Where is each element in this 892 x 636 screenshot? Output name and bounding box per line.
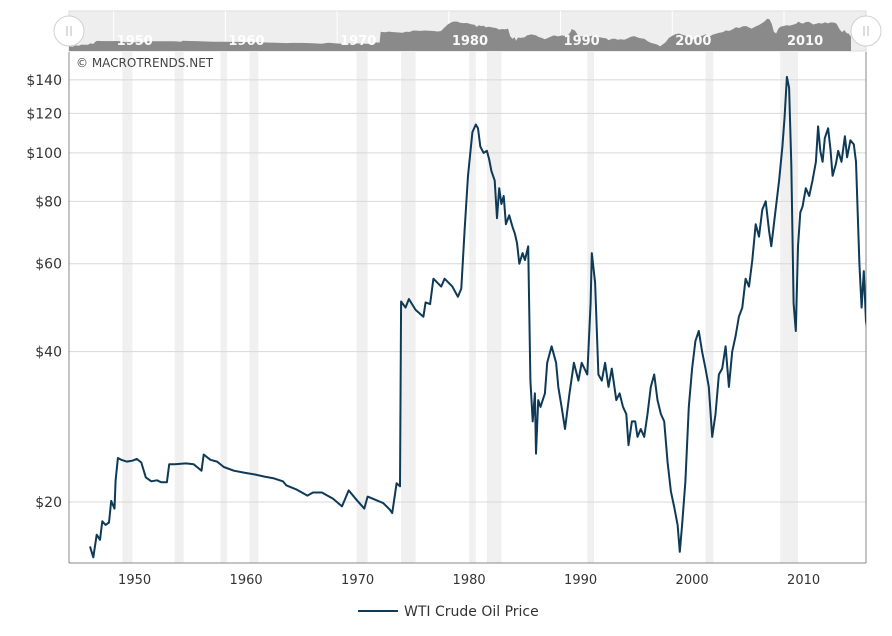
y-tick-label: $140 [26, 73, 62, 89]
recession-band [486, 52, 502, 563]
x-tick-label: 2010 [787, 573, 820, 588]
x-tick-label: 1970 [341, 573, 374, 588]
recession-band [780, 52, 799, 563]
drag-handle-icon [863, 26, 869, 36]
navigator-label: 2000 [675, 34, 711, 49]
navigator-label: 1960 [228, 34, 264, 49]
recession-band [174, 52, 184, 563]
y-tick-label: $120 [26, 106, 62, 122]
navigator-label: 1990 [564, 34, 600, 49]
recession-bands [122, 52, 799, 563]
drag-handle-icon [66, 26, 72, 36]
x-tick-label: 1990 [564, 573, 597, 588]
recession-band [122, 52, 133, 563]
recession-band [469, 52, 476, 563]
navigator-label: 1980 [452, 34, 488, 49]
x-tick-label: 1960 [230, 573, 263, 588]
navigator-left-handle[interactable] [53, 15, 85, 47]
price-series-line[interactable] [89, 75, 871, 559]
x-axis-ticks: 1950 1960 1970 1980 1990 2000 2010 [118, 573, 820, 588]
recession-band [249, 52, 259, 563]
legend-label: WTI Crude Oil Price [404, 604, 539, 620]
y-tick-label: $20 [35, 495, 62, 511]
credit-label: © MACROTRENDS.NET [76, 56, 214, 70]
navigator[interactable]: 1950 1960 1970 1980 1990 2000 2010 [68, 10, 867, 52]
navigator-right-handle[interactable] [850, 15, 882, 47]
y-tick-label: $40 [35, 345, 62, 361]
recession-band [356, 52, 368, 563]
x-tick-label: 1980 [453, 573, 486, 588]
legend-item[interactable]: WTI Crude Oil Price [358, 604, 539, 620]
y-tick-label: $80 [35, 194, 62, 210]
recession-band [220, 52, 228, 563]
x-tick-label: 1950 [118, 573, 151, 588]
navigator-area [69, 18, 851, 51]
y-tick-label: $60 [35, 257, 62, 273]
y-axis-ticks: $20 $40 $60 $80 $100 $120 $140 [26, 73, 62, 511]
recession-band [705, 52, 714, 563]
recession-band [401, 52, 416, 563]
navigator-labels: 1950 1960 1970 1980 1990 2000 2010 [117, 34, 823, 49]
navigator-label: 1970 [340, 34, 376, 49]
navigator-label: 1950 [117, 34, 153, 49]
x-tick-label: 2000 [676, 573, 709, 588]
y-tick-label: $100 [26, 146, 62, 162]
y-gridlines [69, 79, 866, 503]
navigator-label: 2010 [787, 34, 823, 49]
